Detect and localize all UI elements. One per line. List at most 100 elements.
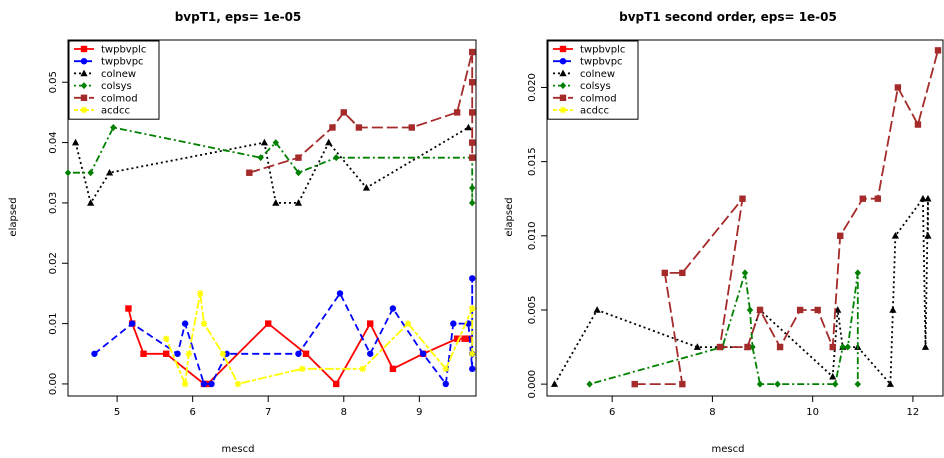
chart-title: bvpT1, eps= 1e-05: [175, 10, 302, 24]
data-point: [80, 45, 88, 53]
data-point: [469, 275, 476, 282]
series-colmod: [246, 48, 476, 176]
data-point: [593, 306, 601, 313]
data-point: [744, 343, 751, 351]
data-point: [469, 365, 476, 373]
legend-label: colmod: [101, 93, 138, 104]
series-line: [93, 277, 474, 385]
legend-label: colmod: [580, 93, 617, 104]
y-tick-label: 0.01: [48, 312, 59, 334]
series-colsys: [586, 269, 861, 388]
data-point: [469, 109, 476, 116]
data-point: [80, 94, 88, 101]
data-point: [272, 139, 279, 147]
right-chart: bvpT1 second order, eps= 1e-05 mescd ela…: [504, 10, 837, 455]
series-colmod: [631, 47, 942, 388]
data-point: [469, 305, 476, 312]
data-point: [814, 306, 821, 314]
series-line: [249, 51, 474, 174]
data-point: [87, 199, 95, 206]
data-point: [295, 169, 302, 177]
data-point: [886, 380, 894, 387]
data-point: [914, 121, 922, 128]
data-point: [469, 48, 476, 56]
data-point: [181, 320, 189, 327]
data-point: [71, 138, 80, 146]
data-point: [105, 168, 114, 176]
data-point: [163, 335, 170, 342]
data-point: [559, 94, 567, 101]
data-point: [200, 320, 208, 327]
data-point: [465, 335, 472, 342]
y-tick-label: 0.005: [527, 296, 538, 325]
data-point: [265, 320, 272, 327]
y-axis-label: elapsed: [8, 197, 19, 236]
x-tick-label: 8: [341, 407, 347, 418]
data-point: [442, 365, 449, 373]
data-point: [325, 138, 333, 146]
data-point: [355, 124, 363, 131]
series-line: [68, 126, 474, 204]
data-point: [550, 380, 559, 387]
data-point: [796, 306, 804, 314]
data-point: [756, 380, 764, 388]
x-tick-label: 5: [114, 407, 120, 418]
data-point: [469, 199, 476, 207]
data-point: [404, 320, 412, 327]
data-point: [91, 350, 98, 357]
data-point: [408, 124, 415, 131]
x-tick-label: 6: [189, 407, 195, 418]
data-point: [294, 199, 303, 206]
legend-label: twpbvplc: [580, 45, 625, 56]
data-point: [891, 232, 899, 239]
data-point: [272, 199, 280, 206]
data-point: [854, 380, 861, 388]
plot-frame: [67, 39, 477, 397]
data-point: [333, 380, 340, 388]
series-line: [589, 271, 859, 386]
data-point: [110, 123, 117, 131]
data-point: [329, 124, 336, 131]
data-point: [200, 380, 208, 388]
x-axis-label: mescd: [222, 444, 255, 455]
series-acdcc: [163, 290, 476, 388]
data-point: [559, 58, 567, 65]
series-line: [165, 292, 474, 385]
data-point: [889, 306, 897, 313]
data-point: [80, 58, 88, 65]
data-point: [837, 232, 844, 239]
data-point: [453, 335, 461, 342]
data-point: [129, 320, 136, 327]
data-point: [776, 343, 784, 351]
legend-box: [68, 40, 160, 120]
data-point: [586, 380, 593, 388]
data-point: [367, 320, 374, 327]
data-point: [874, 195, 882, 202]
series-colnew: [71, 123, 473, 206]
x-axis-label: mescd: [712, 444, 745, 455]
data-point: [125, 305, 132, 312]
y-tick-label: 0.05: [48, 71, 59, 93]
legend-label: colsys: [580, 81, 611, 92]
y-tick-label: 0.03: [48, 192, 59, 214]
data-point: [340, 109, 347, 116]
data-point: [934, 47, 942, 54]
data-point: [87, 169, 94, 177]
data-point: [80, 69, 88, 77]
y-tick-label: 0.04: [48, 131, 59, 153]
data-point: [389, 305, 397, 312]
data-point: [749, 343, 756, 351]
plot-area: 6 8 10 12 0.000 0.005 0.010 0.015 0.020 twpbvplct…: [527, 39, 944, 418]
data-point: [442, 380, 449, 388]
data-point: [774, 380, 781, 388]
legend-label: colsys: [101, 81, 132, 92]
data-point: [389, 365, 397, 373]
legend-label: twpbvpc: [101, 57, 144, 68]
data-point: [741, 269, 749, 277]
data-point: [832, 380, 839, 388]
data-point: [894, 84, 902, 91]
x-tick-label: 9: [416, 407, 422, 418]
data-point: [64, 169, 72, 177]
